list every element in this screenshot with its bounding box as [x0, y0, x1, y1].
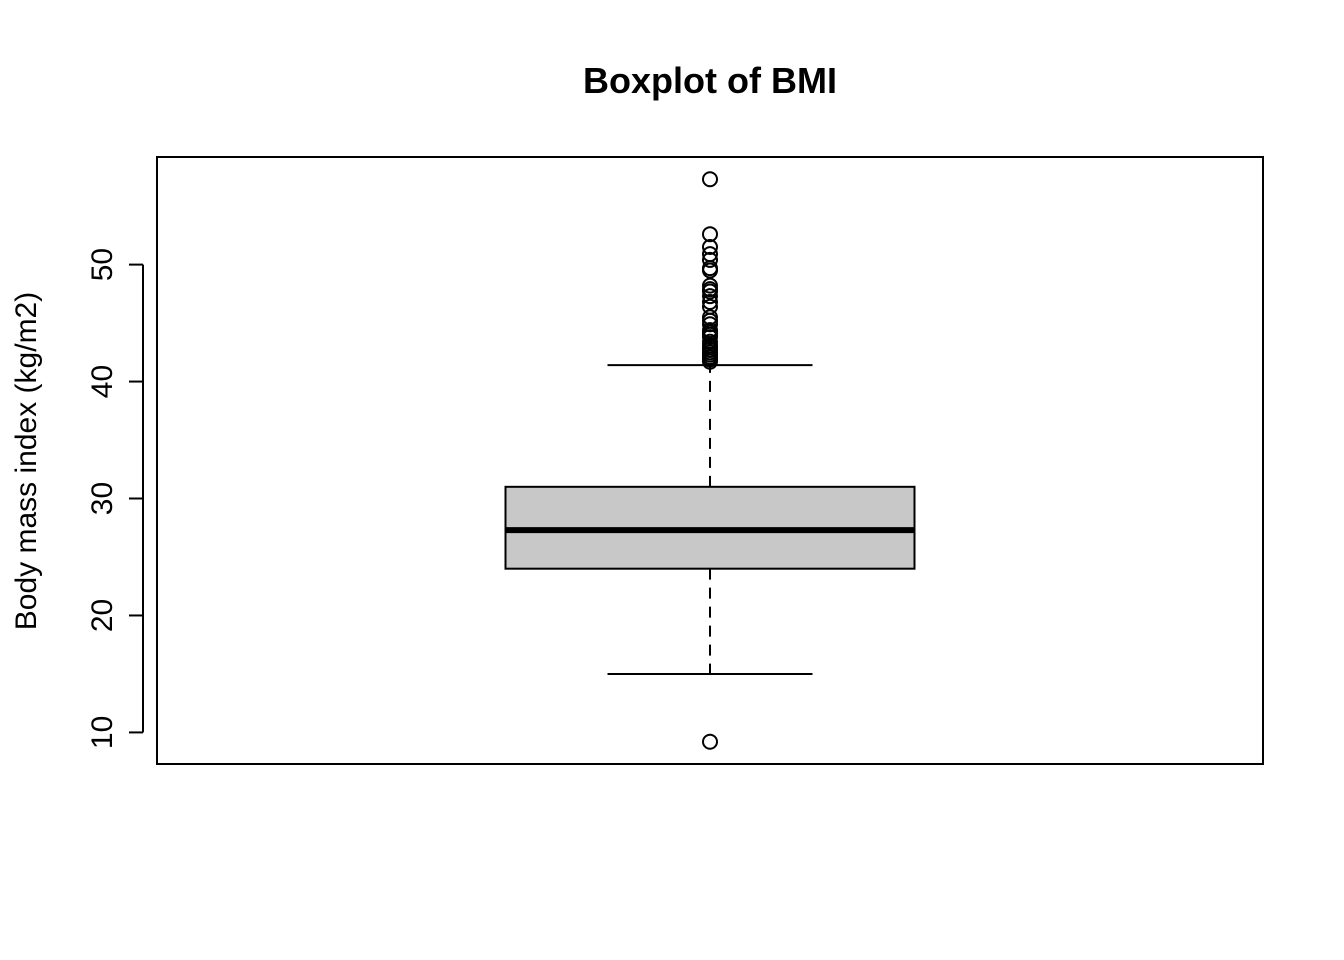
y-tick-label: 50 [86, 248, 119, 281]
y-axis-label: Body mass index (kg/m2) [10, 292, 43, 630]
outlier-point [702, 316, 718, 333]
outlier-point [702, 294, 718, 311]
outlier-point [702, 251, 718, 268]
outlier-point [702, 171, 718, 188]
outlier-point [702, 353, 718, 370]
outlier-point [702, 239, 718, 256]
y-tick-label: 40 [86, 365, 119, 398]
outlier-point [702, 283, 718, 300]
y-tick-label: 10 [86, 716, 119, 749]
chart-title: Boxplot of BMI [583, 60, 837, 101]
outlier-point [702, 288, 718, 305]
boxplot-series [504, 171, 916, 750]
outlier-point [702, 262, 718, 279]
outlier-point [702, 329, 718, 346]
outlier-point [702, 226, 718, 243]
plot-frame [156, 156, 1264, 765]
y-axis: 10 20 30 40 50 [86, 248, 144, 749]
y-tick-label: 20 [86, 599, 119, 632]
y-tick-label: 30 [86, 482, 119, 515]
outlier-point [702, 733, 718, 750]
